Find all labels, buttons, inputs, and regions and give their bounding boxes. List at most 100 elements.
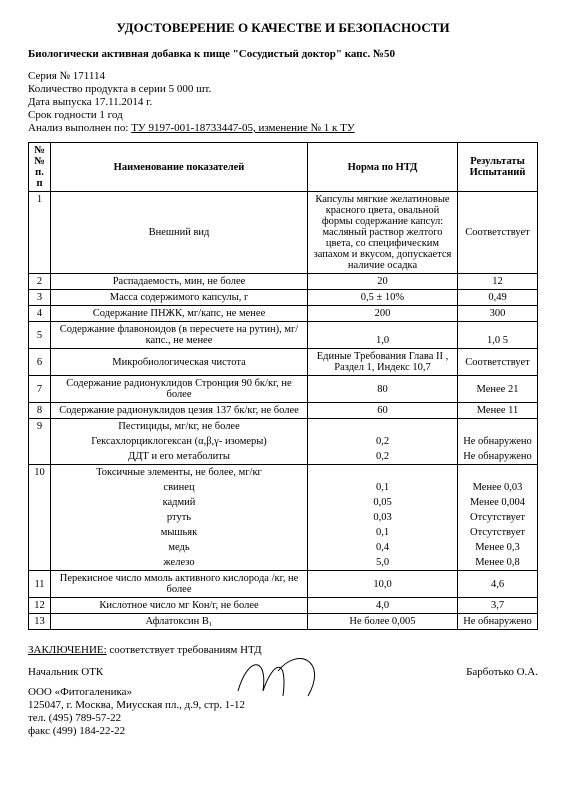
meta-block: Серия № 171114 Количество продукта в сер… — [28, 70, 538, 134]
cell-norm: 5,0 — [308, 555, 458, 571]
table-row: ДДТ и его метаболиты 0,2 Не обнаружено — [29, 449, 538, 465]
cell-num: 2 — [29, 274, 51, 290]
col-norm-header: Норма по НТД — [308, 143, 458, 192]
cell-num: 12 — [29, 598, 51, 614]
table-row: 13 Афлатоксин В₁ Не более 0,005 Не обнар… — [29, 614, 538, 630]
table-row: Гексахлорциклогексан (α,β,γ- изомеры) 0,… — [29, 434, 538, 449]
cell-result: Менее 0,004 — [458, 495, 538, 510]
col-param-header: Наименование показателей — [51, 143, 308, 192]
cell-result: Менее 0,03 — [458, 480, 538, 495]
table-row: 2 Распадаемость, мин, не более 20 12 — [29, 274, 538, 290]
cell-param: Содержание радионуклидов Стронция 90 бк/… — [51, 376, 308, 403]
cell-norm: Единые Требования Глава II , Раздел 1, И… — [308, 349, 458, 376]
table-row: 7 Содержание радионуклидов Стронция 90 б… — [29, 376, 538, 403]
cell-result: 3,7 — [458, 598, 538, 614]
cell-result: Соответствует — [458, 192, 538, 274]
cell-norm: 0,03 — [308, 510, 458, 525]
cell-result — [458, 419, 538, 435]
cell-result: Менее 0,8 — [458, 555, 538, 571]
cell-norm: 20 — [308, 274, 458, 290]
table-row: 4 Содержание ПНЖК, мг/капс, не менее 200… — [29, 306, 538, 322]
cell-norm: 80 — [308, 376, 458, 403]
cell-num: 10 — [29, 465, 51, 571]
meta-qty: Количество продукта в серии 5 000 шт. — [28, 83, 538, 95]
cell-norm: 1,0 — [308, 322, 458, 349]
cell-result: 1,0 5 — [458, 322, 538, 349]
cell-result: Отсутствует — [458, 510, 538, 525]
org-fax: факс (499) 184-22-22 — [28, 725, 538, 737]
cell-result: Отсутствует — [458, 525, 538, 540]
cell-param: Кислотное число мг Кон/г, не более — [51, 598, 308, 614]
meta-date: Дата выпуска 17.11.2014 г. — [28, 96, 538, 108]
cell-param: Распадаемость, мин, не более — [51, 274, 308, 290]
cell-norm: 10,0 — [308, 571, 458, 598]
cell-num: 13 — [29, 614, 51, 630]
cell-num: 4 — [29, 306, 51, 322]
doc-title: УДОСТОВЕРЕНИЕ О КАЧЕСТВЕ И БЕЗОПАСНОСТИ — [28, 20, 538, 36]
table-row: 11 Перекисное число ммоль активного кисл… — [29, 571, 538, 598]
cell-result: 0,49 — [458, 290, 538, 306]
cell-num: 11 — [29, 571, 51, 598]
cell-param: Микробиологическая чистота — [51, 349, 308, 376]
cell-norm: 0,2 — [308, 434, 458, 449]
cell-result: Не обнаружено — [458, 434, 538, 449]
cell-result: 12 — [458, 274, 538, 290]
cell-result — [458, 465, 538, 481]
cell-norm — [308, 465, 458, 481]
cell-param: Содержание радионуклидов цезия 137 бк/кг… — [51, 403, 308, 419]
cell-num: 7 — [29, 376, 51, 403]
footer-block: ЗАКЛЮЧЕНИЕ: соответствует требованиям НТ… — [28, 644, 538, 737]
table-row: 5 Содержание флавоноидов (в пересчете на… — [29, 322, 538, 349]
cell-norm: 4,0 — [308, 598, 458, 614]
meta-shelf: Срок годности 1 год — [28, 109, 538, 121]
cell-param: мышьяк — [51, 525, 308, 540]
cell-num: 1 — [29, 192, 51, 274]
head-label: Начальник ОТК — [28, 666, 103, 678]
col-num-header: № № п. п — [29, 143, 51, 192]
cell-norm: 60 — [308, 403, 458, 419]
cell-norm: 0,1 — [308, 480, 458, 495]
meta-analysis: Анализ выполнен по: ТУ 9197-001-18733447… — [28, 122, 538, 134]
cell-result: Не обнаружено — [458, 449, 538, 465]
doc-subtitle: Биологически активная добавка к пище "Со… — [28, 48, 538, 60]
cell-norm: 0,4 — [308, 540, 458, 555]
cell-param: Перекисное число ммоль активного кислоро… — [51, 571, 308, 598]
cell-param: Содержание ПНЖК, мг/капс, не менее — [51, 306, 308, 322]
cell-param: Пестициды, мг/кг, не более — [51, 419, 308, 435]
cell-norm — [308, 419, 458, 435]
cell-param: Масса содержимого капсулы, г — [51, 290, 308, 306]
cell-param: свинец — [51, 480, 308, 495]
org-tel: тел. (495) 789-57-22 — [28, 712, 538, 724]
cell-param: железо — [51, 555, 308, 571]
table-row: железо 5,0 Менее 0,8 — [29, 555, 538, 571]
table-row: 1 Внешний вид Капсулы мягкие желатиновые… — [29, 192, 538, 274]
cell-param: ртуть — [51, 510, 308, 525]
cell-num: 6 — [29, 349, 51, 376]
table-row: 3 Масса содержимого капсулы, г 0,5 ± 10%… — [29, 290, 538, 306]
cell-norm: 0,05 — [308, 495, 458, 510]
cell-param: ДДТ и его метаболиты — [51, 449, 308, 465]
table-row: медь 0,4 Менее 0,3 — [29, 540, 538, 555]
table-row: 8 Содержание радионуклидов цезия 137 бк/… — [29, 403, 538, 419]
cell-result: Менее 11 — [458, 403, 538, 419]
cell-param: Афлатоксин В₁ — [51, 614, 308, 630]
cell-num: 5 — [29, 322, 51, 349]
meta-analysis-prefix: Анализ выполнен по: — [28, 122, 131, 134]
table-row: 12 Кислотное число мг Кон/г, не более 4,… — [29, 598, 538, 614]
cell-norm: Капсулы мягкие желатиновые красного цвет… — [308, 192, 458, 274]
cell-num: 8 — [29, 403, 51, 419]
cell-num: 3 — [29, 290, 51, 306]
table-row: мышьяк 0,1 Отсутствует — [29, 525, 538, 540]
meta-analysis-value: ТУ 9197-001-18733447-05, изменение № 1 к… — [131, 122, 354, 134]
cell-norm: 0,2 — [308, 449, 458, 465]
cell-norm: Не более 0,005 — [308, 614, 458, 630]
table-row: 10 Токсичные элементы, не более, мг/кг — [29, 465, 538, 481]
cell-param: Гексахлорциклогексан (α,β,γ- изомеры) — [51, 434, 308, 449]
cell-result: Соответствует — [458, 349, 538, 376]
cell-result: 4,6 — [458, 571, 538, 598]
table-row: свинец 0,1 Менее 0,03 — [29, 480, 538, 495]
col-result-header: Результаты Испытаний — [458, 143, 538, 192]
cell-result: Не обнаружено — [458, 614, 538, 630]
table-row: кадмий 0,05 Менее 0,004 — [29, 495, 538, 510]
cell-result: Менее 0,3 — [458, 540, 538, 555]
